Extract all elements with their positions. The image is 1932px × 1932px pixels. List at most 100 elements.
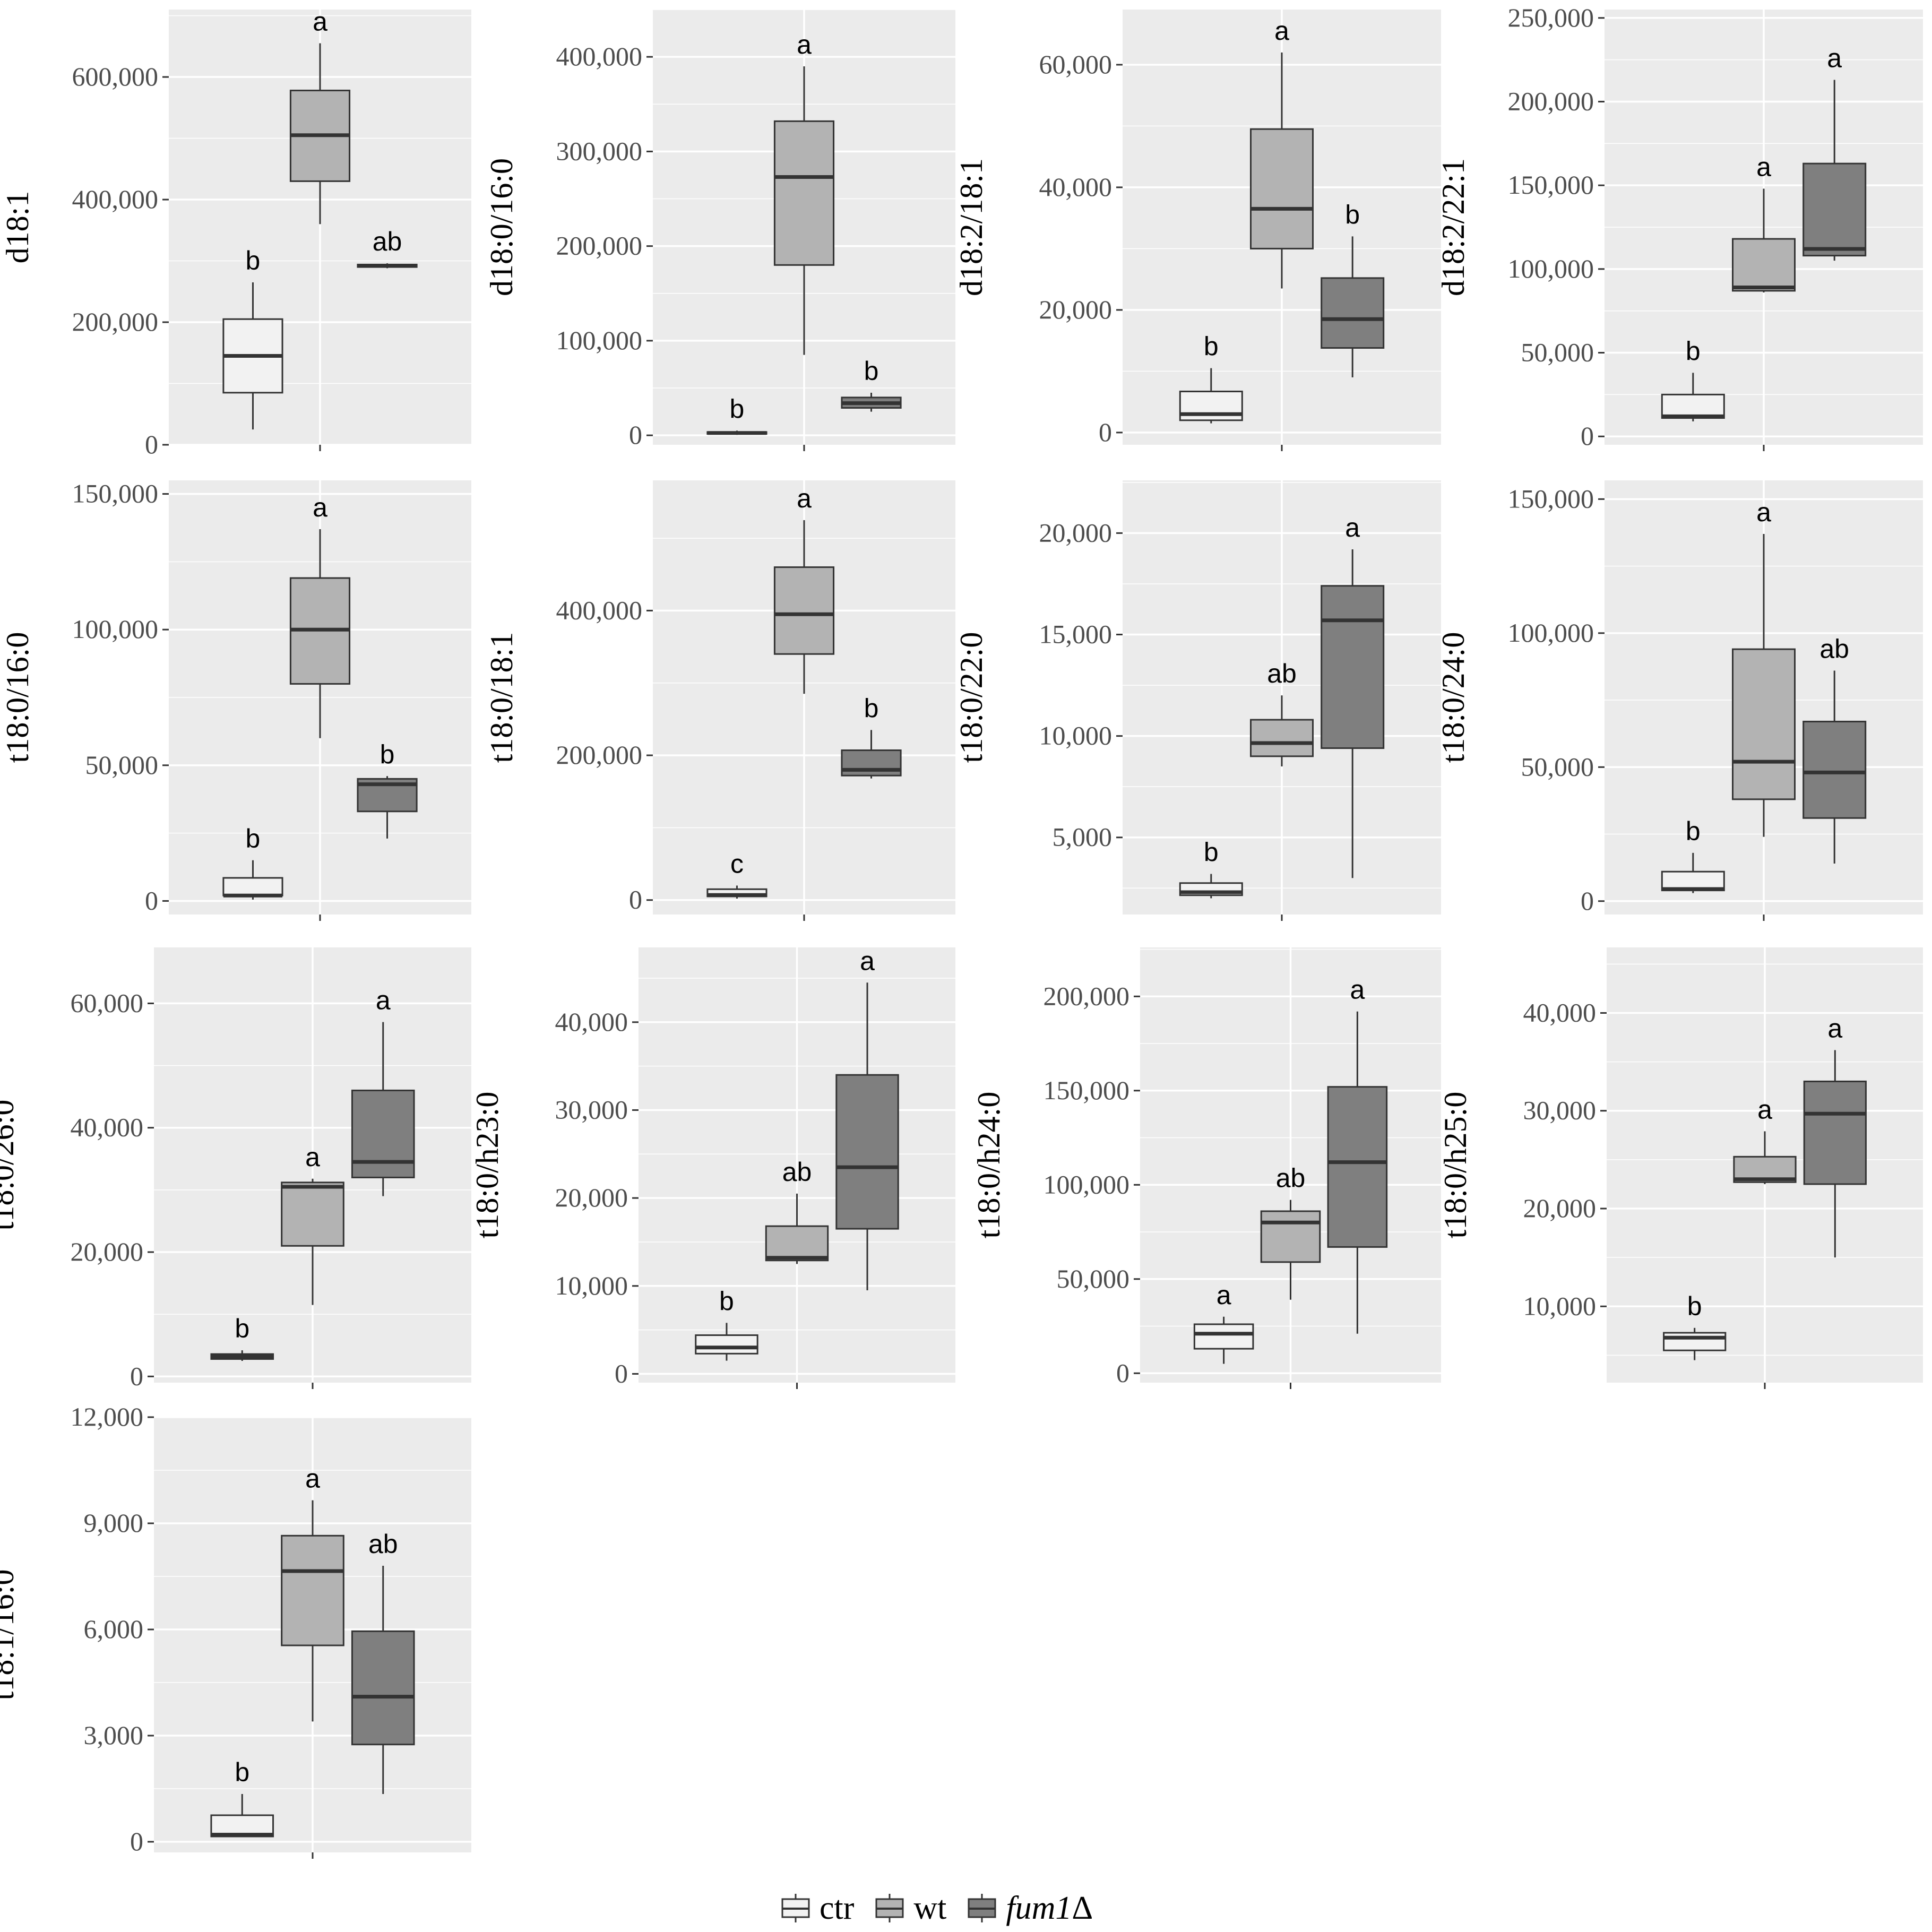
y-tick-label: 100,000: [72, 614, 159, 644]
box-wt: ab: [1250, 659, 1314, 766]
box-body: [1250, 128, 1314, 249]
y-tick-label: 10,000: [1523, 1291, 1597, 1321]
y-tick-label: 50,000: [1057, 1264, 1130, 1293]
y-tick-label: 150,000: [72, 479, 159, 508]
box-fum1: b: [1321, 200, 1385, 377]
legend-item-wt: wt: [874, 1890, 946, 1927]
box-fum1: a: [1803, 1013, 1867, 1258]
y-tick-label: 200,000: [1043, 981, 1130, 1011]
y-tick-label: 0: [629, 420, 642, 450]
y-axis-label: d18:0/16:0: [484, 158, 519, 296]
significance-label: a: [1756, 497, 1771, 527]
y-tick-label: 40,000: [71, 1112, 144, 1142]
y-tick-label: 0: [145, 885, 158, 915]
significance-label: b: [380, 739, 395, 769]
y-tick-label: 50,000: [1521, 338, 1594, 367]
significance-label: b: [246, 246, 261, 275]
significance-label: a: [305, 1142, 320, 1172]
y-tick-label: 60,000: [1039, 49, 1112, 79]
y-tick-label: 6,000: [84, 1614, 144, 1644]
y-tick-label: 9,000: [84, 1508, 144, 1538]
y-axis-label: d18:1: [0, 191, 35, 264]
significance-label: a: [860, 946, 875, 976]
box-wt: a: [281, 1142, 344, 1305]
significance-label: b: [864, 356, 879, 386]
y-axis-label: t18:0/24:0: [1436, 632, 1471, 763]
box-fum1: b: [841, 693, 902, 779]
y-tick-label: 200,000: [72, 307, 159, 337]
box-body: [773, 120, 835, 266]
box-wt: a: [773, 484, 835, 694]
panel-7: 5,000 10,000 15,000 20,000 t18:0/22:0 b ab a: [954, 480, 1441, 921]
y-tick-label: 300,000: [556, 136, 643, 166]
box-ctr: b: [1663, 1291, 1727, 1360]
significance-label: b: [1345, 200, 1360, 229]
box-body: [1732, 238, 1796, 292]
significance-label: a: [1345, 513, 1360, 542]
box-body: [1260, 1210, 1321, 1263]
y-tick-label: 50,000: [85, 750, 159, 780]
y-tick-label: 10,000: [1039, 721, 1112, 751]
box-ctr: a: [1193, 1280, 1254, 1364]
box-ctr: b: [1179, 332, 1243, 424]
box-fum1: ab: [357, 227, 418, 269]
box-wt: a: [281, 1464, 344, 1722]
box-ctr: b: [695, 1286, 758, 1361]
box-ctr: b: [1179, 838, 1243, 899]
box-fum1: a: [1802, 43, 1867, 261]
significance-label: b: [1686, 336, 1701, 366]
y-tick-label: 30,000: [1523, 1096, 1597, 1125]
y-axis-label: t18:0/18:1: [484, 632, 519, 763]
panel-13: 0 3,000 6,000 9,000 12,000 t18:1/16:0 b a ab: [0, 1402, 471, 1859]
y-tick-label: 60,000: [71, 988, 144, 1017]
box-body: [351, 1089, 415, 1178]
panel-2: 0 100,000 200,000 300,000 400,000 d18:0/16:0 b…: [484, 9, 955, 451]
box-ctr: b: [1661, 816, 1725, 893]
significance-label: b: [235, 1314, 249, 1343]
y-tick-label: 200,000: [556, 740, 643, 770]
significance-label: a: [1757, 1094, 1772, 1124]
box-wt: a: [1250, 16, 1314, 289]
panel-12: 10,000 20,000 30,000 40,000 t18:0/h25:0 b a a: [1438, 947, 1923, 1389]
box-body: [773, 566, 835, 655]
box-body: [1802, 720, 1867, 819]
y-tick-label: 200,000: [556, 231, 643, 261]
legend-key-fum1: [968, 1894, 996, 1922]
legend-key-ctr: [781, 1894, 810, 1922]
significance-label: a: [376, 986, 391, 1015]
y-tick-label: 20,000: [71, 1237, 144, 1266]
significance-label: b: [719, 1286, 734, 1316]
significance-label: a: [1217, 1280, 1231, 1310]
box-body: [765, 1225, 829, 1262]
box-fum1: b: [841, 356, 902, 412]
significance-label: ab: [1267, 659, 1297, 688]
y-axis-label: d18:2/18:1: [954, 158, 989, 296]
box-ctr: b: [222, 246, 283, 430]
y-tick-label: 20,000: [1039, 295, 1112, 324]
significance-label: a: [313, 493, 327, 522]
box-body: [1803, 1080, 1867, 1185]
y-axis-label: d18:2/22:1: [1436, 158, 1471, 296]
y-axis-label: t18:0/h24:0: [971, 1092, 1006, 1239]
panel-5: 0 50,000 100,000 150,000 t18:0/16:0 b a b: [0, 479, 471, 921]
y-tick-label: 100,000: [1508, 618, 1594, 648]
box-wt: ab: [765, 1157, 829, 1264]
box-ctr: b: [210, 1314, 274, 1361]
y-axis-label: t18:0/h25:0: [1438, 1092, 1473, 1239]
legend-label-fum1: fum1: [1006, 1890, 1072, 1926]
y-tick-label: 0: [1099, 417, 1112, 447]
y-tick-label: 15,000: [1039, 619, 1112, 649]
y-tick-label: 12,000: [71, 1402, 144, 1431]
significance-label: a: [1350, 975, 1365, 1005]
legend-item-ctr: ctr: [780, 1890, 854, 1927]
box-fum1: b: [357, 739, 418, 839]
box-wt: ab: [1260, 1163, 1321, 1300]
y-tick-label: 0: [130, 1826, 143, 1856]
significance-label: b: [1204, 332, 1219, 361]
significance-label: ab: [1819, 634, 1849, 664]
y-tick-label: 0: [629, 885, 642, 915]
y-tick-label: 0: [1581, 421, 1594, 451]
box-fum1: a: [1327, 975, 1388, 1334]
